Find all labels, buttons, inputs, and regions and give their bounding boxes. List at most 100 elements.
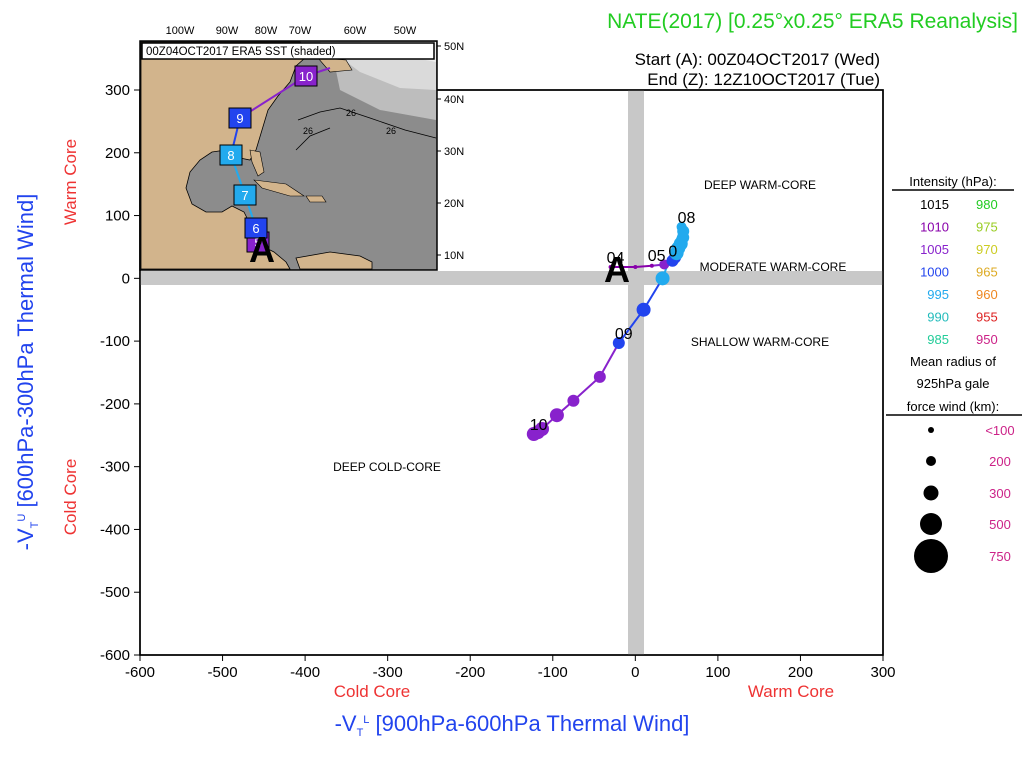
inset-land-florida	[249, 149, 265, 177]
inset-contour-label-3: 26	[386, 126, 396, 136]
y-tick-label: 100	[105, 208, 130, 225]
legend-intensity-item: 1005	[920, 242, 949, 257]
x-tick-label: -500	[208, 664, 238, 681]
legend-intensity-item: 955	[976, 310, 998, 325]
legend-intensity-item: 995	[927, 287, 949, 302]
inset-lon-labels: 100W 90W 80W 70W 60W 50W	[166, 25, 417, 37]
plot-area: DEEP WARM-CORE MODERATE WARM-CORE SHALLO…	[100, 82, 896, 681]
trajectory-point	[567, 394, 580, 407]
y-cold-core-label: Cold Core	[61, 459, 80, 536]
x-tick-label: 300	[870, 664, 895, 681]
legend-radius-title-3: force wind (km):	[907, 399, 999, 414]
legend-intensity-item: 1015	[920, 197, 949, 212]
inset-track-day-label: 5	[254, 235, 261, 250]
x-tick-label: -400	[290, 664, 320, 681]
legend-radius-label: 200	[989, 454, 1011, 469]
y-tick-label: 300	[105, 82, 130, 99]
zero-bar-horizontal	[140, 271, 883, 285]
inset-track-day-box	[228, 107, 252, 129]
legend-radius-circle	[914, 539, 948, 573]
y-tick-label: 200	[105, 145, 130, 162]
legend-radius-circle	[928, 427, 934, 433]
day-label: 04	[607, 250, 625, 267]
trajectory-point	[593, 370, 606, 383]
y-tick-label: -300	[100, 459, 130, 476]
legend-radius-list: <100 200 300 500 750	[914, 423, 1015, 573]
legend-radius-label: 300	[989, 486, 1011, 501]
inset-track-day-box	[233, 184, 257, 206]
y-tick-label: -200	[100, 396, 130, 413]
x-tick-label: 200	[788, 664, 813, 681]
inset-track-day-box	[219, 144, 243, 166]
legend-intensity-item: 975	[976, 220, 998, 235]
day-label: 08	[678, 210, 696, 227]
legend-intensity-list: 1015 980 1010 975 1005 970 1000 965 995 960 990 955…	[920, 197, 998, 347]
x-axis-title-main: -V	[335, 711, 357, 736]
y-tick-label: -500	[100, 584, 130, 601]
y-warm-core-label: Warm Core	[61, 139, 80, 225]
y-axis-title: -VTU [600hPa-300hPa Thermal Wind]	[13, 194, 41, 551]
inset-lat-labels: 50N 40N 30N 20N 10N	[437, 41, 464, 262]
trajectory-point	[549, 408, 564, 423]
y-tick-label: -100	[100, 333, 130, 350]
trajectory-point	[608, 265, 613, 270]
inset-lon-label: 50W	[394, 25, 417, 37]
inset-track-day-label: 8	[227, 148, 234, 163]
trajectory-point	[649, 263, 654, 268]
x-tick-label: 100	[705, 664, 730, 681]
legend-radius-label: <100	[985, 423, 1014, 438]
inset-lat-label: 20N	[444, 198, 464, 210]
legend-intensity-item: 980	[976, 197, 998, 212]
trajectory-point	[612, 336, 625, 349]
inset-track-day-label: 7	[241, 188, 248, 203]
inset-lon-label: 90W	[216, 25, 239, 37]
trajectory-point	[636, 302, 651, 317]
inset-track-day-label: 9	[236, 111, 243, 126]
axis-ticks: -600 -500 -400 -300 -200 -100 0 100 200 300300200…	[100, 82, 896, 681]
y-tick-label: -400	[100, 521, 130, 538]
legend-intensity-item: 950	[976, 332, 998, 347]
start-marker-a: A	[604, 249, 630, 290]
x-tick-label: -200	[455, 664, 485, 681]
legend-radius-title-1: Mean radius of	[910, 354, 996, 369]
y-axis-title-sub: T	[29, 521, 41, 528]
legend-intensity-title: Intensity (hPa):	[909, 174, 996, 189]
plot-frame-border	[139, 89, 884, 656]
trajectory-point	[655, 271, 670, 286]
legend-radius-title-2: 925hPa gale	[916, 376, 989, 391]
inset-lat-label: 10N	[444, 250, 464, 262]
x-cold-core-label: Cold Core	[334, 682, 411, 701]
x-tick-label: -300	[373, 664, 403, 681]
x-warm-core-label: Warm Core	[748, 682, 834, 701]
inset-track-day-box	[294, 65, 318, 87]
region-shallow-warm: SHALLOW WARM-CORE	[691, 335, 829, 349]
legend-radius-circle	[926, 456, 936, 466]
legend-intensity-item: 985	[927, 332, 949, 347]
x-axis-title: -VTL [900hPa-600hPa Thermal Wind]	[335, 711, 690, 739]
inset-land-hispaniola	[305, 195, 327, 203]
inset-lon-label: 60W	[344, 25, 367, 37]
x-axis-title-rest: [900hPa-600hPa Thermal Wind]	[369, 711, 689, 736]
inset-track: 56 7 8 9 10 A	[219, 65, 331, 270]
x-tick-label: 0	[631, 664, 639, 681]
start-time: Start (A): 00Z04OCT2017 (Wed)	[635, 50, 880, 69]
legend-radius-circle	[923, 485, 939, 501]
zero-bar-vertical	[628, 90, 644, 655]
trajectory-point	[526, 427, 541, 442]
region-deep-cold: DEEP COLD-CORE	[333, 460, 441, 474]
end-time: End (Z): 12Z10OCT2017 (Tue)	[647, 70, 880, 89]
inset-contour-label-1: 26	[303, 126, 313, 136]
inset-title: 00Z04OCT2017 ERA5 SST (shaded)	[146, 46, 336, 58]
inset-track-day-label: 10	[299, 69, 313, 84]
chart-title: NATE(2017) [0.25°x0.25° ERA5 Reanalysis]	[607, 10, 1018, 33]
x-axis-title-sup: L	[363, 714, 369, 726]
legend-radius-label: 750	[989, 549, 1011, 564]
inset-track-day-label: 6	[252, 221, 259, 236]
y-axis-title-sup: U	[16, 514, 28, 522]
inset-lon-label: 80W	[255, 25, 278, 37]
legend-intensity-item: 965	[976, 265, 998, 280]
y-axis-title-main: -V	[13, 528, 38, 550]
trajectory-series: 04 08 09 10 05 0	[526, 210, 696, 442]
